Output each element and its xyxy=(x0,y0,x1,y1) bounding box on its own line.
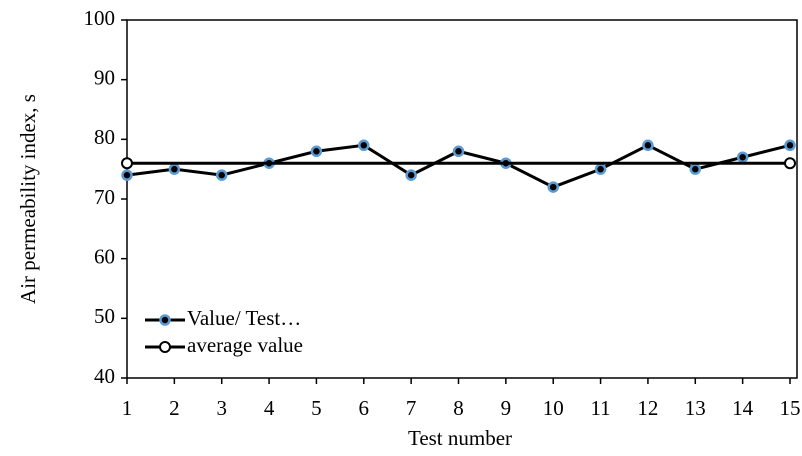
data-point xyxy=(168,163,181,175)
x-tick-label: 2 xyxy=(169,396,180,420)
data-point xyxy=(736,151,749,163)
data-point xyxy=(121,157,133,170)
x-tick-label: 9 xyxy=(501,396,512,420)
x-tick-label: 1 xyxy=(122,396,133,420)
y-tick-label: 50 xyxy=(94,304,115,328)
data-point xyxy=(405,169,417,181)
legend-marker xyxy=(159,314,171,326)
y-tick-label: 100 xyxy=(84,6,116,30)
y-tick-label: 80 xyxy=(94,125,115,149)
legend-label: average value xyxy=(187,333,303,357)
legend-label: Value/ Test… xyxy=(187,306,301,330)
y-tick-label: 70 xyxy=(94,185,115,209)
x-tick-label: 4 xyxy=(264,396,275,420)
data-point xyxy=(784,157,796,170)
data-point xyxy=(784,139,796,152)
data-point xyxy=(310,145,323,158)
x-tick-label: 6 xyxy=(359,396,370,420)
data-point xyxy=(452,145,465,158)
x-tick-label: 12 xyxy=(637,396,658,420)
legend-marker xyxy=(159,341,171,353)
x-tick-label: 14 xyxy=(732,396,754,420)
x-tick-label: 11 xyxy=(590,396,610,420)
x-tick-label: 8 xyxy=(453,396,464,420)
x-tick-label: 10 xyxy=(543,396,564,420)
x-axis-label: Test number xyxy=(408,426,512,450)
y-tick-label: 60 xyxy=(94,244,115,268)
data-point xyxy=(547,181,559,193)
y-axis-label: Air permeability index, s xyxy=(16,94,40,304)
x-tick-label: 15 xyxy=(780,396,801,420)
data-point xyxy=(215,169,228,181)
data-point xyxy=(594,163,607,175)
y-tick-label: 40 xyxy=(94,364,115,388)
data-point xyxy=(689,163,702,175)
x-tick-label: 13 xyxy=(685,396,706,420)
x-tick-label: 5 xyxy=(311,396,322,420)
x-tick-label: 3 xyxy=(216,396,227,420)
data-point xyxy=(642,139,654,152)
data-point xyxy=(358,139,370,152)
y-tick-label: 90 xyxy=(94,65,115,89)
x-tick-label: 7 xyxy=(406,396,417,420)
data-point xyxy=(121,169,133,181)
